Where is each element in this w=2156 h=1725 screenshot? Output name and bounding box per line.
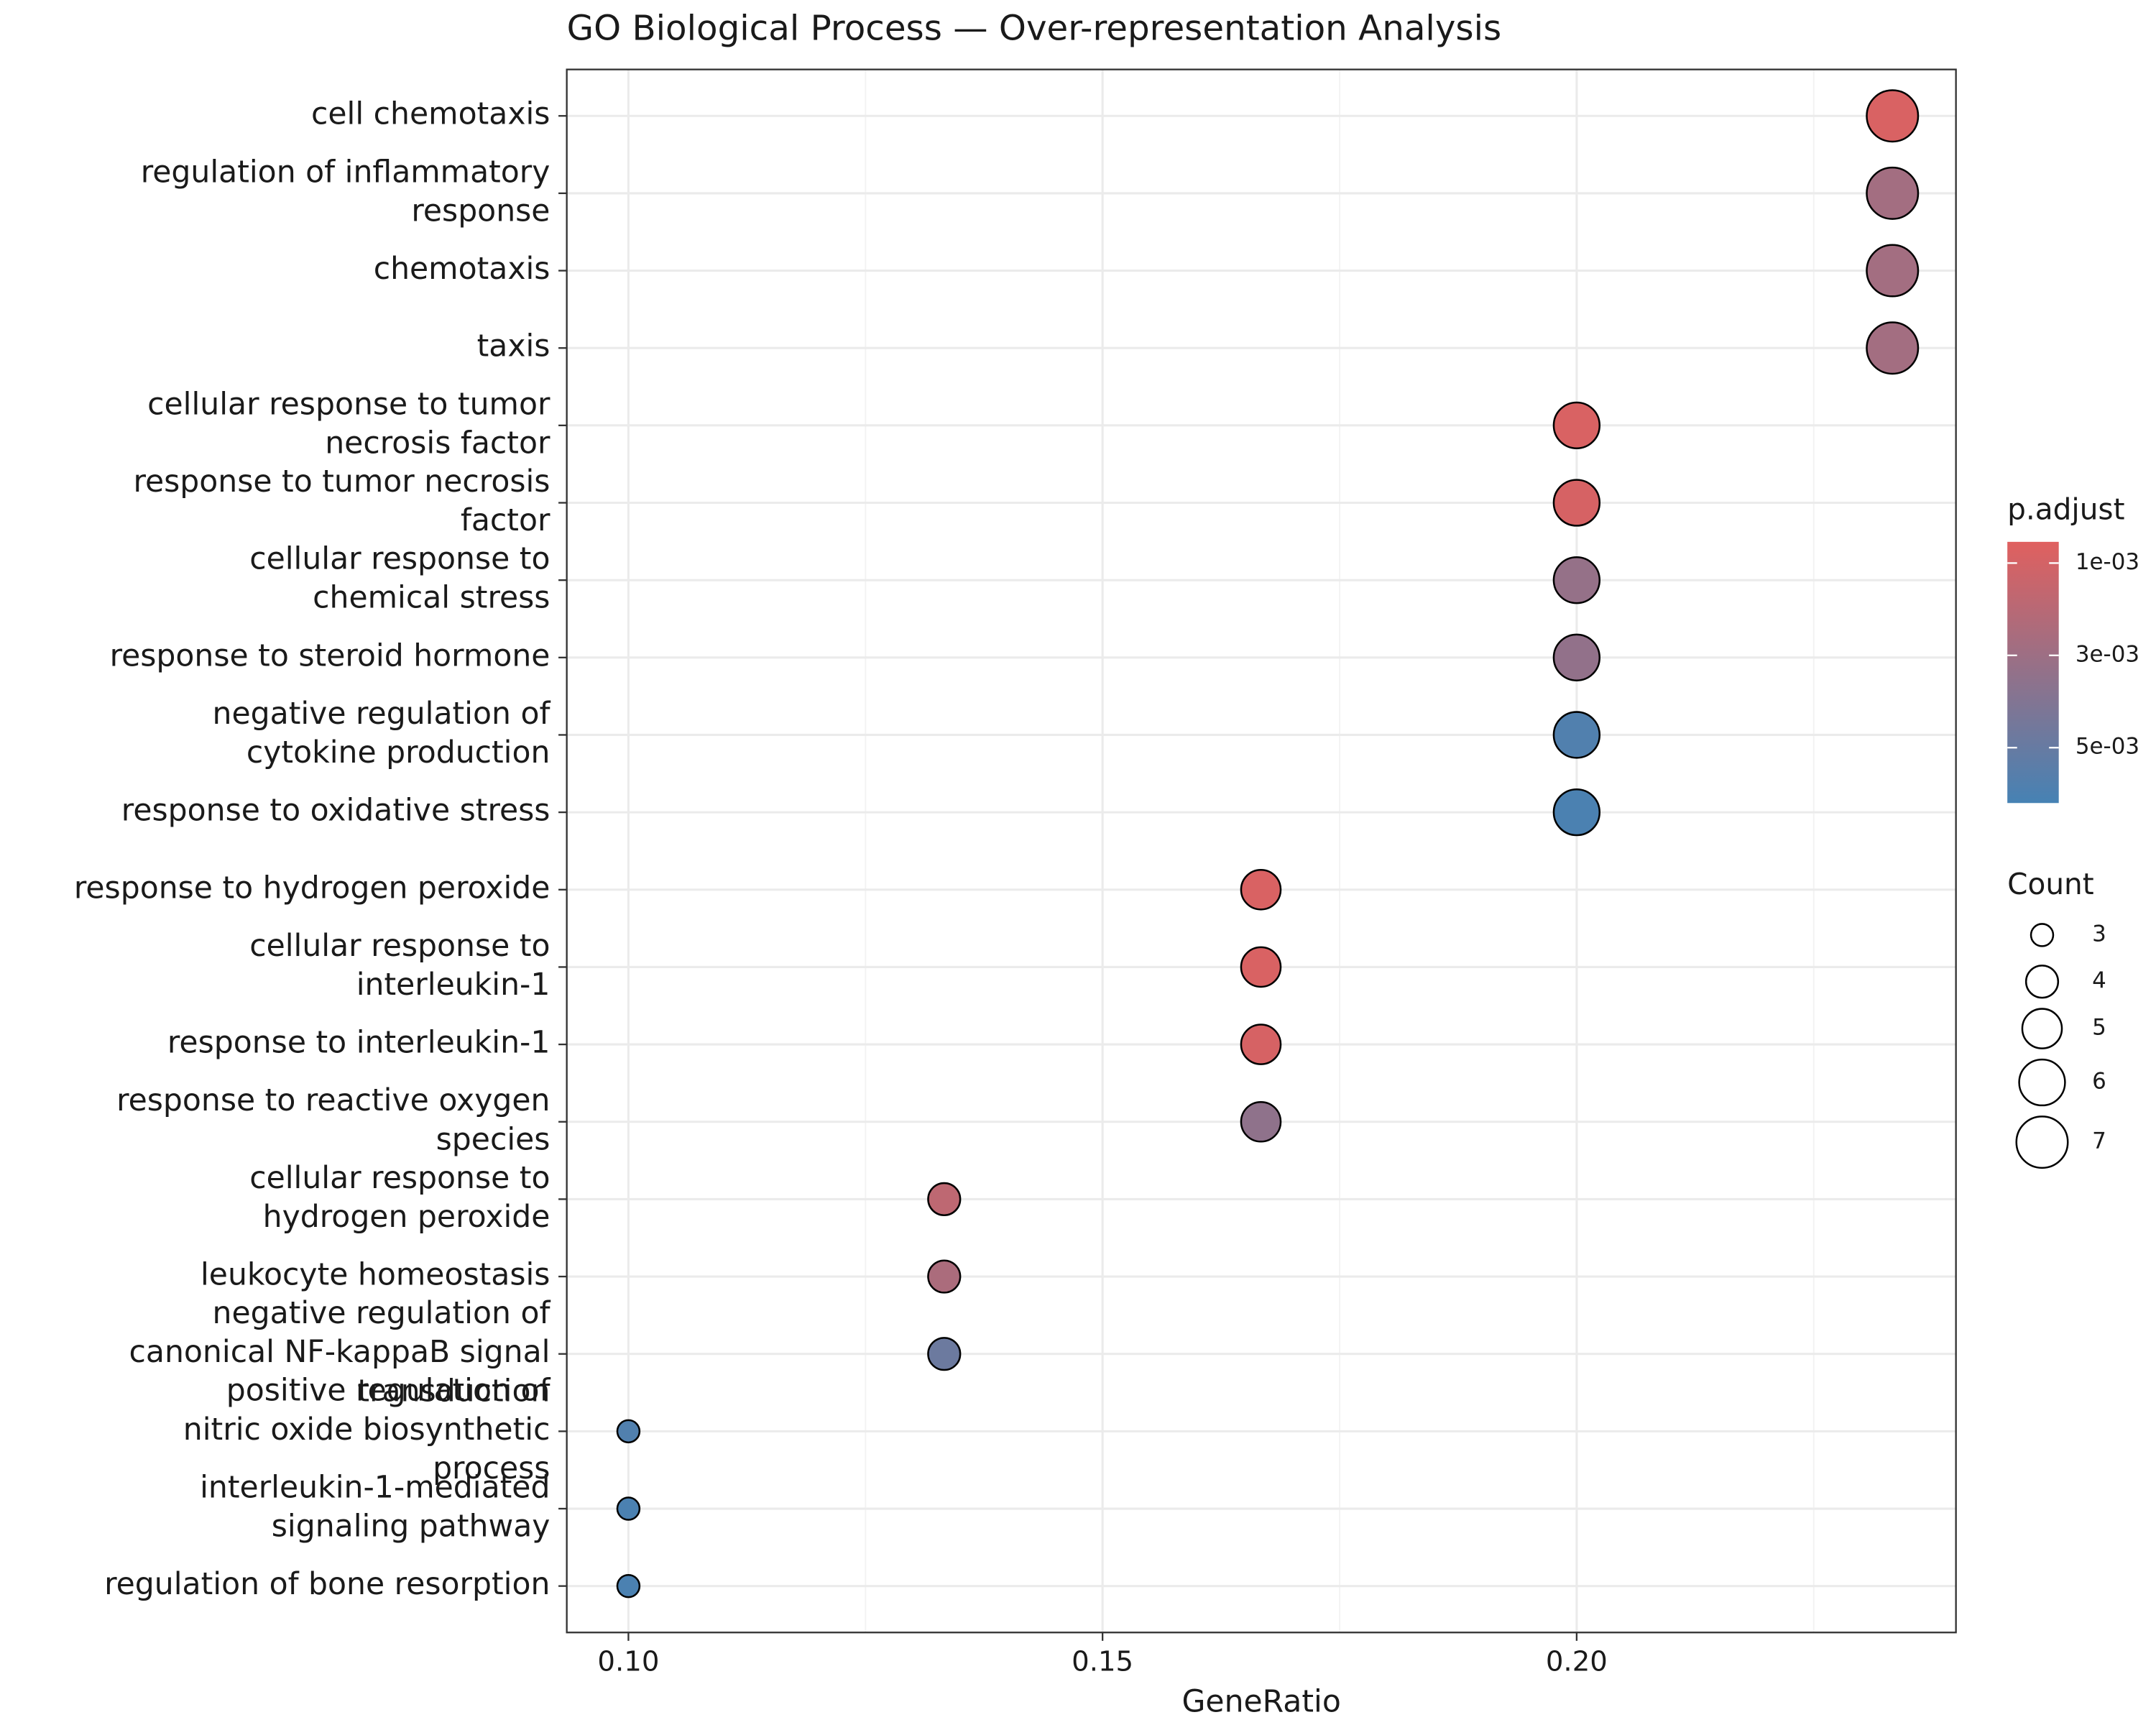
y-tick-label: regulation of bone resorption [104,1567,550,1602]
y-tick-label: cellular response to [249,542,550,577]
legend-title: p.adjust [2007,492,2124,526]
size-label: 5 [2092,1015,2106,1041]
dot [1866,166,1920,220]
y-tick-label: cellular response to [249,1161,550,1196]
dot [616,1573,641,1598]
dot [1866,321,1920,375]
dot [1240,946,1282,988]
y-tick-label: response to hydrogen peroxide [74,870,550,906]
y-tick-label: process [433,1451,550,1486]
dot [1240,1100,1282,1143]
dot [1552,633,1601,681]
colorbar-label: 3e-03 [2076,641,2139,667]
size-label: 6 [2092,1069,2106,1095]
y-tick-label: chemotaxis [374,252,550,287]
dot [927,1337,962,1371]
y-tick-label: taxis [477,329,550,364]
y-tick-label: hydrogen peroxide [263,1200,550,1235]
size-label: 3 [2092,921,2106,947]
dot [1552,401,1601,450]
colorbar-label: 5e-03 [2076,734,2139,760]
dot [616,1419,641,1444]
y-tick-label: response to reactive oxygen [116,1083,550,1118]
x-axis-label: GeneRatio [1181,1684,1340,1719]
y-tick-label: signaling pathway [272,1509,550,1545]
y-tick-label: nitric oxide biosynthetic [183,1412,550,1448]
size-key [2021,1008,2063,1049]
size-key [2030,923,2055,947]
colorbar-label: 1e-03 [2076,549,2139,575]
x-tick-label: 0.15 [1072,1645,1133,1678]
y-tick-label: cell chemotaxis [311,97,550,132]
dot [1552,556,1601,604]
dot [616,1496,641,1521]
dot [1866,244,1920,298]
dot [1240,1024,1282,1065]
y-tick-label: negative regulation of [213,696,551,732]
x-tick-label: 0.20 [1546,1645,1608,1678]
colorbar [2007,541,2059,804]
y-tick-label: response [411,193,550,229]
size-label: 4 [2092,967,2106,993]
size-key [2024,965,2060,999]
panel-border [566,68,1957,1634]
size-key [2015,1116,2069,1169]
y-tick-label: interleukin-1-mediated [200,1470,550,1505]
y-tick-label: factor [461,503,550,538]
dot [1552,479,1601,527]
y-tick-label: positive regulation of [226,1374,551,1409]
y-tick-label: cytokine production [247,735,550,770]
size-label: 7 [2092,1128,2106,1154]
dot [1240,868,1282,911]
y-tick-label: necrosis factor [325,426,550,461]
y-tick-label: cellular response to tumor [147,387,550,422]
legend-title: Count [2007,867,2094,901]
y-tick-label: regulation of inflammatory [141,155,550,190]
y-tick-label: response to interleukin-1 [167,1026,550,1061]
y-tick-label: canonical NF-kappaB signal [129,1335,550,1370]
y-tick-label: response to tumor necrosis [133,464,550,500]
dot [1552,711,1601,759]
y-tick-label: chemical stress [313,581,550,616]
dot [1866,89,1920,143]
size-key [2018,1058,2066,1107]
y-tick-label: negative regulation of [213,1296,551,1331]
chart-title: GO Biological Process — Over-representat… [567,9,1502,49]
dot [1552,788,1601,837]
y-tick-label: species [436,1122,550,1157]
y-tick-label: interleukin-1 [356,967,550,1003]
x-tick-label: 0.10 [597,1645,659,1678]
y-tick-label: leukocyte homeostasis [201,1258,550,1293]
y-tick-label: cellular response to [249,929,550,964]
y-tick-label: response to steroid hormone [110,638,550,673]
dot [927,1259,962,1294]
y-tick-label: transduction [357,1374,550,1409]
dot [927,1182,962,1216]
y-tick-label: response to oxidative stress [121,794,550,829]
